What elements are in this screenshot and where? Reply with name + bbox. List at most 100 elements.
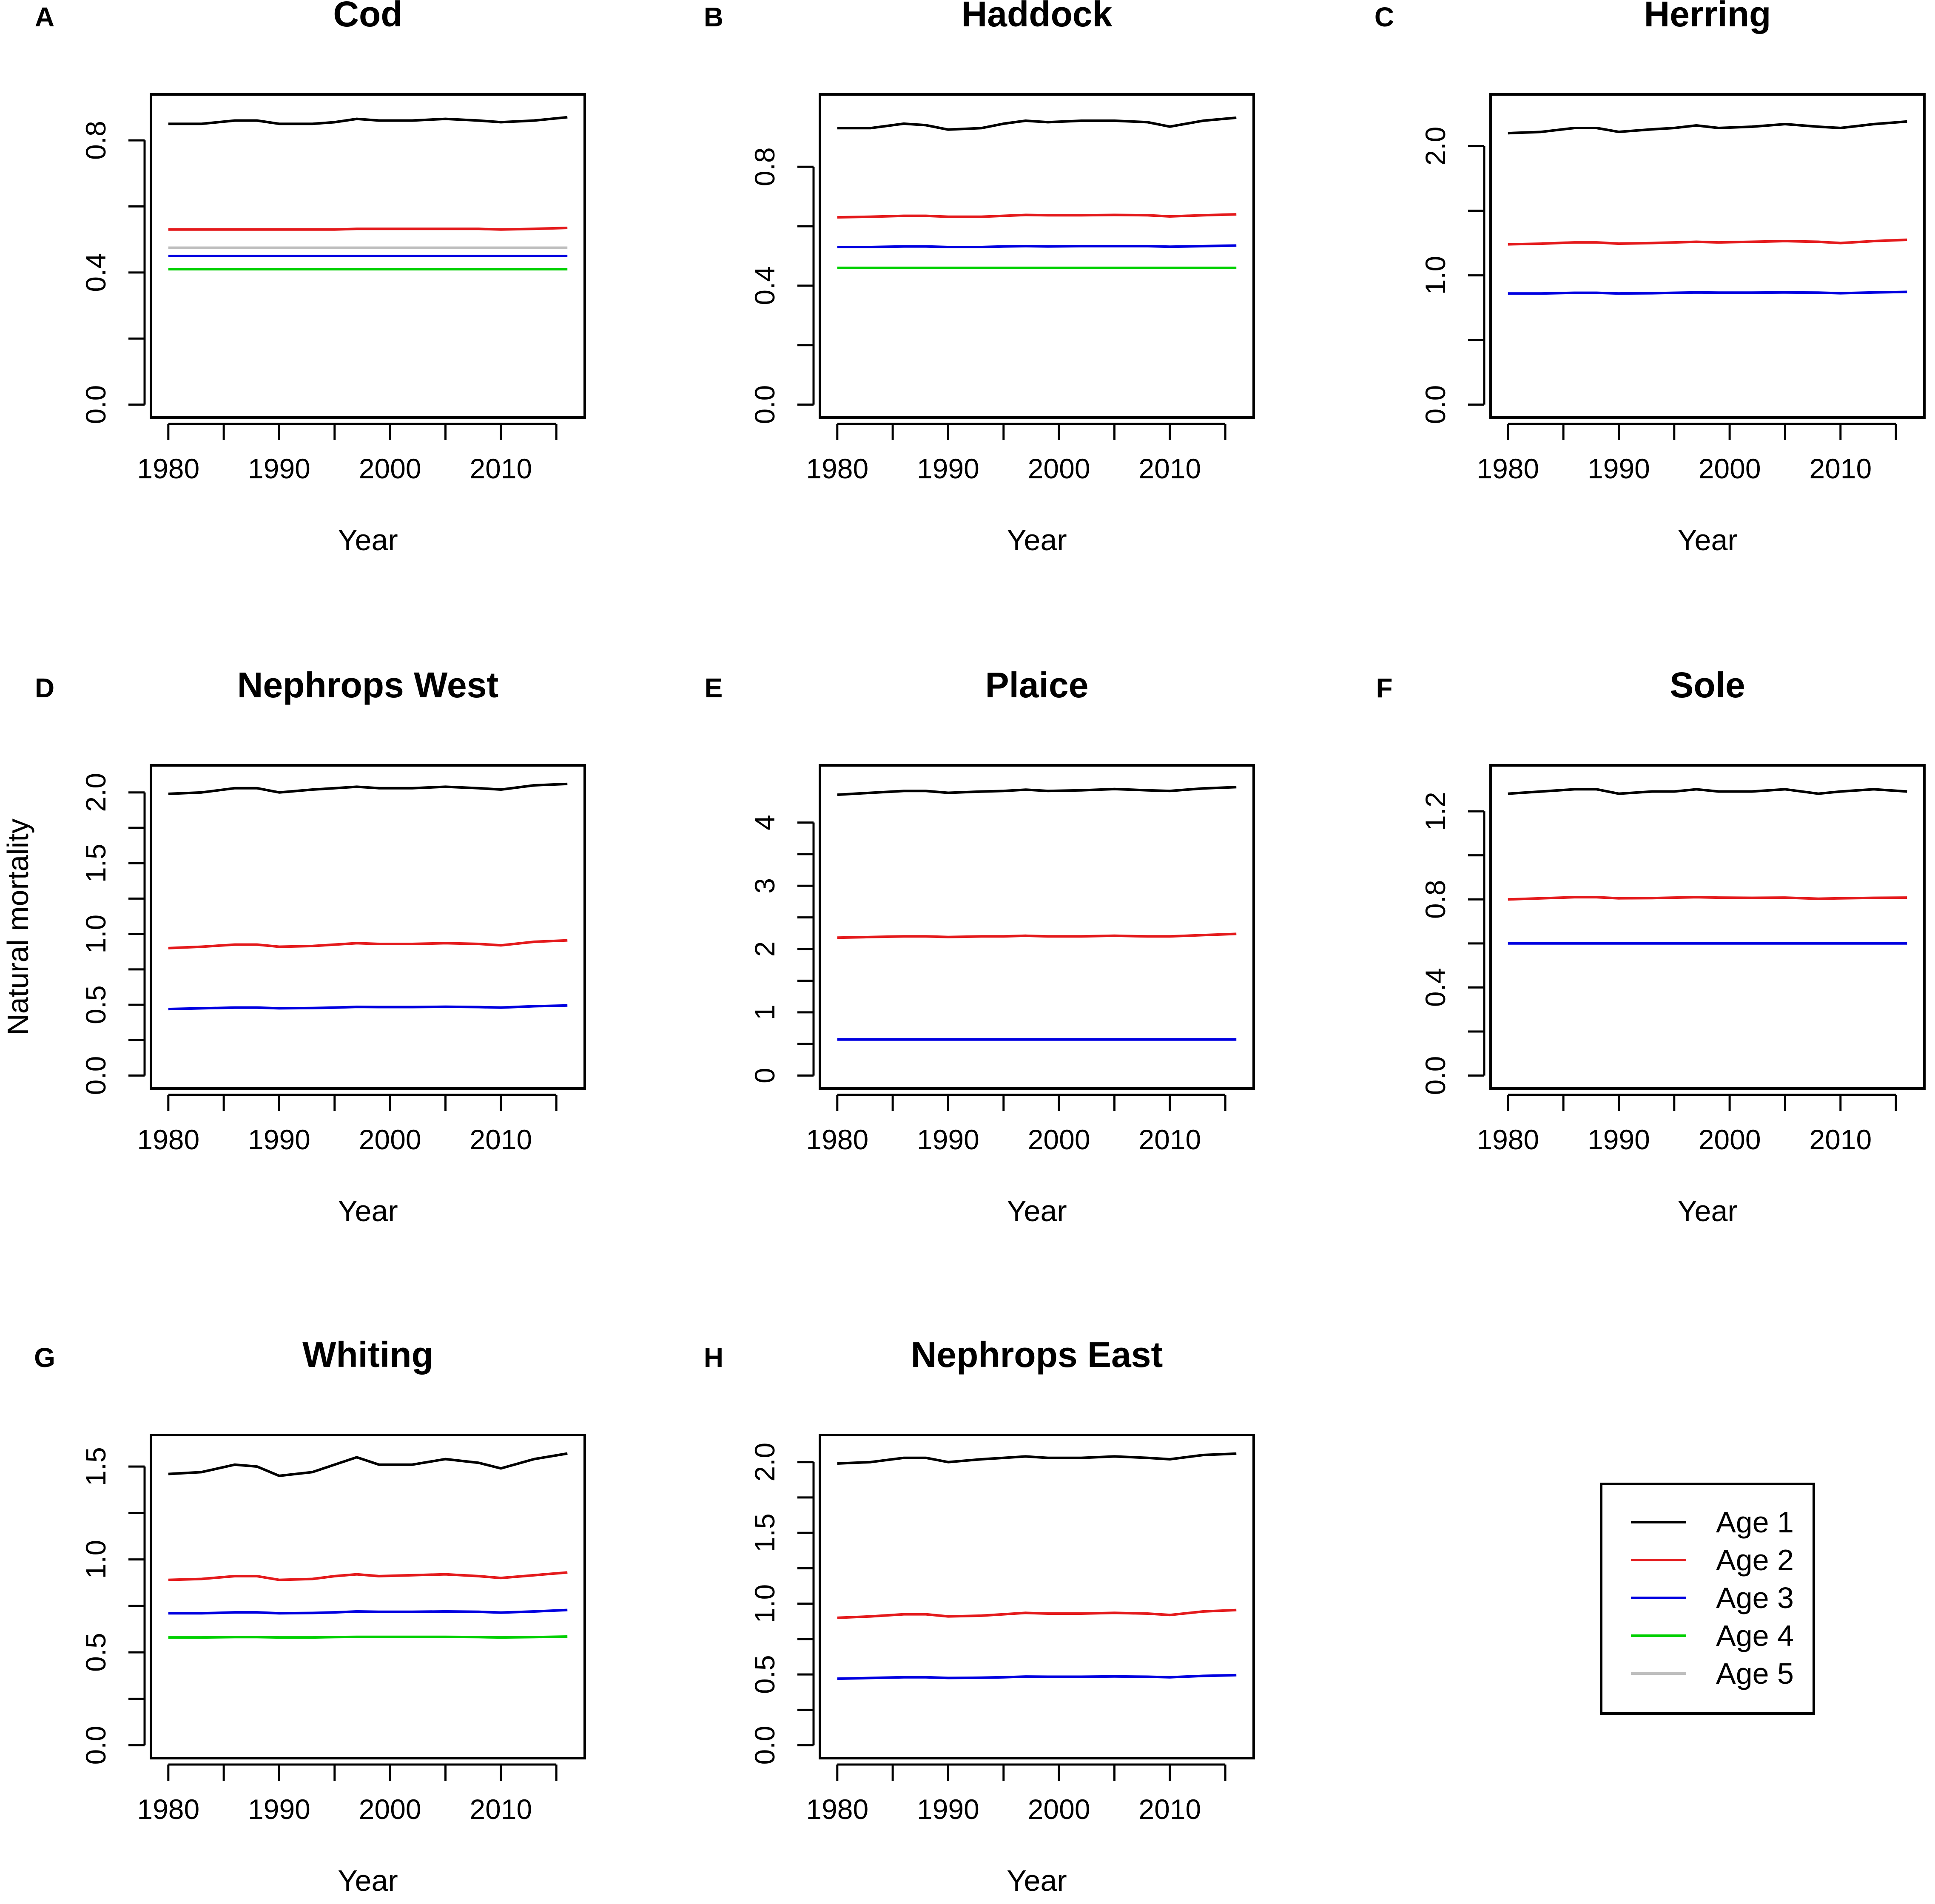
x-tick-label: 2000	[1699, 1124, 1761, 1155]
panel-letter: B	[704, 2, 723, 32]
y-tick-label: 2.0	[749, 1443, 780, 1482]
panel-title: Sole	[1670, 665, 1745, 705]
legend-label: Age 4	[1716, 1619, 1794, 1652]
y-tick-label: 0.8	[1420, 880, 1451, 919]
series-line-age-1	[1508, 788, 1907, 795]
x-tick-label: 1990	[917, 453, 979, 484]
y-tick-label: 0.0	[749, 385, 780, 424]
x-tick-label: 2010	[470, 1793, 532, 1825]
panel-f: Sole F 1980 1990 2000 2010 Year 0.0 0.4 0.8 1.2	[1376, 665, 1926, 1228]
y-tick-label: 0.4	[80, 253, 111, 292]
x-tick-label: 1990	[248, 1124, 310, 1155]
panel-a: Cod A 1980 1990 2000 2010 Year 0.0 0.4 0.8	[35, 0, 586, 557]
y-tick-label: 1.2	[1420, 792, 1451, 831]
panel-c: Herring C 1980 1990 2000 2010 Year 0.0 1.0 2.0	[1374, 0, 1926, 557]
x-tick-label: 2010	[1809, 1124, 1872, 1155]
series-line-age-1	[168, 782, 568, 795]
y-tick-label: 0.8	[80, 121, 111, 160]
y-tick-label: 0.5	[80, 985, 111, 1024]
x-axis-label: Year	[1007, 523, 1067, 557]
panel-title: Whiting	[302, 1335, 433, 1375]
series-line-age-3	[168, 1608, 568, 1615]
panel-title: Plaice	[985, 665, 1089, 705]
series-line-age-2	[168, 1571, 568, 1581]
x-tick-label: 1990	[1588, 1124, 1650, 1155]
panel-letter: G	[34, 1342, 55, 1373]
plot-frame	[1489, 93, 1926, 419]
x-axis-label: Year	[338, 1194, 398, 1228]
panel-letter: E	[705, 673, 723, 703]
y-tick-label: 1.5	[749, 1513, 780, 1552]
plot-frame	[150, 764, 586, 1090]
y-tick-label: 1.0	[80, 1540, 111, 1579]
x-axis-label: Year	[338, 1864, 398, 1897]
legend-label: Age 1	[1716, 1506, 1794, 1539]
y-tick-label: 1.5	[80, 844, 111, 883]
y-tick-label: 0.0	[80, 1726, 111, 1765]
legend-label: Age 3	[1716, 1581, 1794, 1614]
x-tick-label: 2010	[1809, 453, 1872, 484]
x-tick-label: 1980	[137, 1124, 199, 1155]
legend-label: Age 5	[1716, 1657, 1794, 1690]
x-axis-label: Year	[1007, 1194, 1067, 1228]
x-tick-label: 2000	[1028, 453, 1090, 484]
series-line-age-2	[837, 213, 1237, 219]
y-tick-label: 0.8	[749, 147, 780, 186]
series-line-age-2	[1508, 239, 1907, 246]
series-line-age-3	[837, 1674, 1237, 1680]
x-tick-label: 2000	[359, 1124, 421, 1155]
x-tick-label: 2000	[359, 453, 421, 484]
series-line-age-2	[1508, 896, 1907, 901]
x-tick-label: 1980	[1477, 1124, 1539, 1155]
y-tick-label: 0.0	[749, 1726, 780, 1765]
x-tick-label: 1980	[806, 1124, 868, 1155]
x-tick-label: 2000	[1028, 1124, 1090, 1155]
panel-g: Whiting G 1980 1990 2000 2010 Year 0.0 0.5 1.0 1.5	[34, 1335, 586, 1897]
y-tick-label: 3	[749, 878, 780, 894]
y-tick-label: 0.0	[80, 385, 111, 424]
x-tick-label: 2000	[1028, 1793, 1090, 1825]
y-tick-label: 1.0	[80, 915, 111, 954]
series-line-age-2	[168, 939, 568, 949]
x-axis-label: Year	[1677, 523, 1737, 557]
y-axis-label: Natural mortality	[1, 818, 34, 1035]
y-tick-label: 0.0	[1420, 385, 1451, 424]
y-tick-label: 1.0	[749, 1584, 780, 1623]
plot-frame	[1489, 764, 1926, 1090]
y-tick-label: 2.0	[80, 773, 111, 812]
series-line-age-1	[837, 116, 1237, 131]
panel-e: Plaice E 1980 1990 2000 2010 Year 0 1 2 3 4	[705, 665, 1255, 1228]
series-line-age-3	[1508, 290, 1907, 295]
series-line-age-1	[1508, 120, 1907, 135]
series-line-age-1	[837, 786, 1237, 796]
x-tick-label: 1980	[137, 1793, 199, 1825]
legend: Age 1 Age 2 Age 3 Age 4 Age 5	[1600, 1483, 1815, 1715]
y-tick-label: 0.0	[1420, 1056, 1451, 1095]
x-axis-label: Year	[1677, 1194, 1737, 1228]
panel-letter: F	[1376, 673, 1392, 703]
x-tick-label: 1980	[137, 453, 199, 484]
y-tick-label: 0.5	[80, 1633, 111, 1672]
x-tick-label: 2000	[1699, 453, 1761, 484]
series-line-age-2	[168, 227, 568, 231]
x-axis-label: Year	[338, 523, 398, 557]
x-tick-label: 2010	[470, 453, 532, 484]
x-tick-label: 1990	[248, 1793, 310, 1825]
series-line-age-1	[837, 1452, 1237, 1465]
y-tick-label: 1.5	[80, 1447, 111, 1486]
panel-d: Nephrops West D 1980 1990 2000 2010 Year 0.0 0.5…	[1, 665, 586, 1228]
series-line-age-3	[837, 244, 1237, 248]
x-tick-label: 1990	[1588, 453, 1650, 484]
x-tick-label: 2000	[359, 1793, 421, 1825]
plot-frame	[819, 93, 1255, 419]
x-tick-label: 2010	[1138, 1793, 1201, 1825]
series-line-age-3	[168, 1004, 568, 1011]
x-tick-label: 1980	[1477, 453, 1539, 484]
x-tick-label: 1990	[248, 453, 310, 484]
y-tick-label: 0.4	[1420, 968, 1451, 1007]
x-tick-label: 1980	[806, 1793, 868, 1825]
y-tick-label: 2.0	[1420, 127, 1451, 166]
y-tick-label: 4	[749, 815, 780, 830]
panel-letter: H	[704, 1342, 723, 1373]
